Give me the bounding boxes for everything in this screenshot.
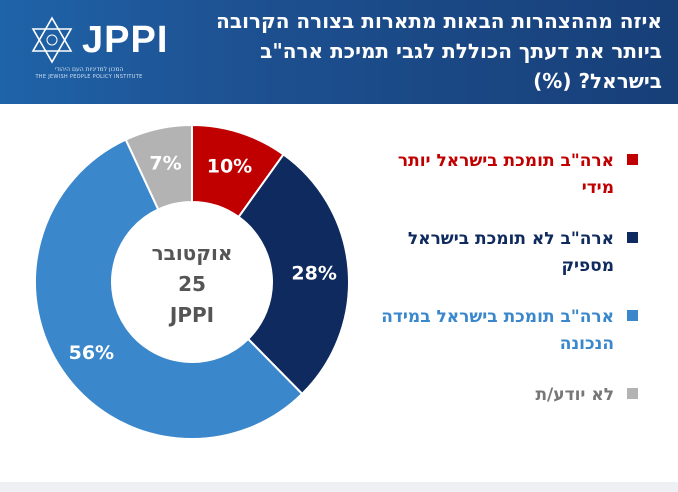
legend-swatch-1	[627, 232, 638, 243]
donut-slice-2	[34, 138, 304, 440]
slice-value-label-0: 10%	[207, 155, 252, 177]
legend-label-1: ארה"ב לא תומכת בישראל מספיק	[407, 229, 614, 276]
donut-slice-3	[124, 123, 193, 211]
legend-item-0: ארה"ב תומכת בישראל יותר מידי	[378, 148, 638, 202]
legend-label-2: ארה"ב תומכת בישראל במידה הנכונה	[381, 307, 614, 354]
chart-title: איזה מההצהרות הבאות מתארות בצורה הקרובה …	[216, 9, 662, 93]
footer-bar	[0, 482, 678, 492]
center-label-line-0: אוקטובר	[152, 241, 233, 265]
legend-item-2: ארה"ב תומכת בישראל במידה הנכונה	[378, 304, 638, 358]
slice-value-label-3: 7%	[149, 152, 181, 174]
logo-subtitle-he: המכון למדיניות העם היהודי	[54, 66, 124, 73]
slice-value-label-2: 56%	[69, 342, 114, 364]
legend-label-0: ארה"ב תומכת בישראל יותר מידי	[397, 151, 614, 198]
legend-label-3: לא יודע/ת	[535, 385, 614, 405]
center-label-line-2: JPPI	[168, 303, 214, 327]
donut-chart: 10% 28% 56% 7% אוקטובר 25 JPPI	[34, 123, 350, 440]
logo-text: JPPI	[82, 19, 169, 61]
legend-item-3: לא יודע/ת	[378, 382, 638, 409]
legend-item-1: ארה"ב לא תומכת בישראל מספיק	[378, 226, 638, 280]
slice-value-label-1: 28%	[291, 262, 336, 284]
header-banner: JPPI המכון למדיניות העם היהודי THE JEWIS…	[0, 0, 678, 104]
legend-swatch-2	[627, 310, 638, 321]
logo-subtitle-en: THE JEWISH PEOPLE POLICY INSTITUTE	[35, 74, 143, 80]
jppi-logo: JPPI המכון למדיניות העם היהודי THE JEWIS…	[22, 12, 192, 82]
legend-swatch-0	[627, 154, 638, 165]
chart-legend: ארה"ב תומכת בישראל יותר מידי ארה"ב לא תומ…	[378, 148, 638, 433]
donut-slice-1	[237, 153, 350, 396]
center-label-line-1: 25	[178, 272, 206, 296]
star-of-david-icon	[31, 16, 73, 64]
legend-swatch-3	[627, 388, 638, 399]
